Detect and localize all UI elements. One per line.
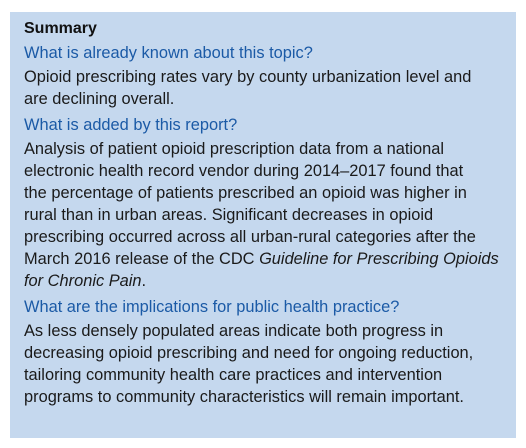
summary-heading: Summary <box>24 20 97 37</box>
question-added: What is added by this report? <box>24 116 238 134</box>
summary-box: Summary What is already known about this… <box>10 12 516 438</box>
question-known: What is already known about this topic? <box>24 44 313 62</box>
answer-line: are declining overall. <box>24 90 175 108</box>
answer-line: programs to community characteristics wi… <box>24 388 464 406</box>
answer-added: Analysis of patient opioid prescription … <box>24 138 502 292</box>
answer-line: tailoring community health care practice… <box>24 366 443 384</box>
answer-text: . <box>141 272 147 290</box>
answer-line: electronic health record vendor during 2… <box>24 162 464 180</box>
answer-text: March 2016 release of the CDC <box>24 250 260 268</box>
answer-line: As less densely populated areas indicate… <box>24 322 444 340</box>
guideline-title-end: for Chronic Pain <box>24 272 142 290</box>
answer-known: Opioid prescribing rates vary by county … <box>24 66 502 110</box>
answer-line: prescribing occurred across all urban-ru… <box>24 228 476 246</box>
guideline-title: Guideline for Prescribing Opioids <box>259 250 499 268</box>
answer-line-guideline-end: for Chronic Pain. <box>24 270 502 292</box>
answer-line: rural than in urban areas. Significant d… <box>24 206 434 224</box>
answer-line: Analysis of patient opioid prescription … <box>24 140 445 158</box>
answer-line-guideline: March 2016 release of the CDC Guideline … <box>24 248 502 270</box>
question-implications: What are the implications for public hea… <box>24 298 400 316</box>
answer-line: Opioid prescribing rates vary by county … <box>24 68 472 86</box>
answer-implications: As less densely populated areas indicate… <box>24 320 502 408</box>
answer-line: decreasing opioid prescribing and need f… <box>24 344 474 362</box>
answer-line: the percentage of patients prescribed an… <box>24 184 467 202</box>
